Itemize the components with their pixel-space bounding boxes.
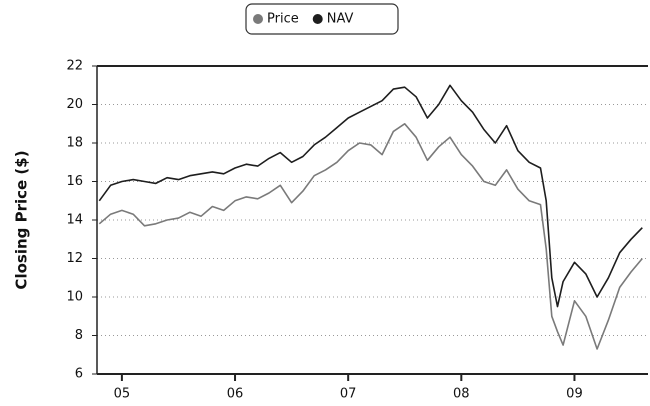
- y-tick-label: 16: [66, 174, 83, 189]
- legend-marker: [253, 14, 263, 24]
- y-tick-label: 18: [66, 136, 83, 151]
- x-tick-label: 08: [453, 387, 470, 402]
- y-tick-label: 8: [75, 328, 83, 343]
- y-tick-label: 12: [66, 251, 83, 266]
- legend-label: NAV: [327, 12, 354, 27]
- y-tick-label: 6: [75, 367, 83, 382]
- legend-label: Price: [267, 12, 299, 27]
- y-tick-label: 14: [66, 213, 83, 228]
- legend: Price NAV: [245, 3, 399, 35]
- legend-marker: [312, 14, 323, 24]
- y-tick-label: 20: [66, 97, 83, 112]
- x-tick-label: 05: [114, 387, 131, 402]
- x-tick-label: 09: [566, 387, 583, 402]
- y-axis-title: Closing Price ($): [13, 150, 31, 289]
- series-line: [98, 84, 643, 308]
- y-tick-label: 22: [66, 59, 83, 74]
- y-tick-label: 10: [66, 290, 83, 305]
- series-line: [98, 123, 643, 350]
- x-tick-label: 06: [227, 387, 244, 402]
- x-tick-label: 07: [340, 387, 357, 402]
